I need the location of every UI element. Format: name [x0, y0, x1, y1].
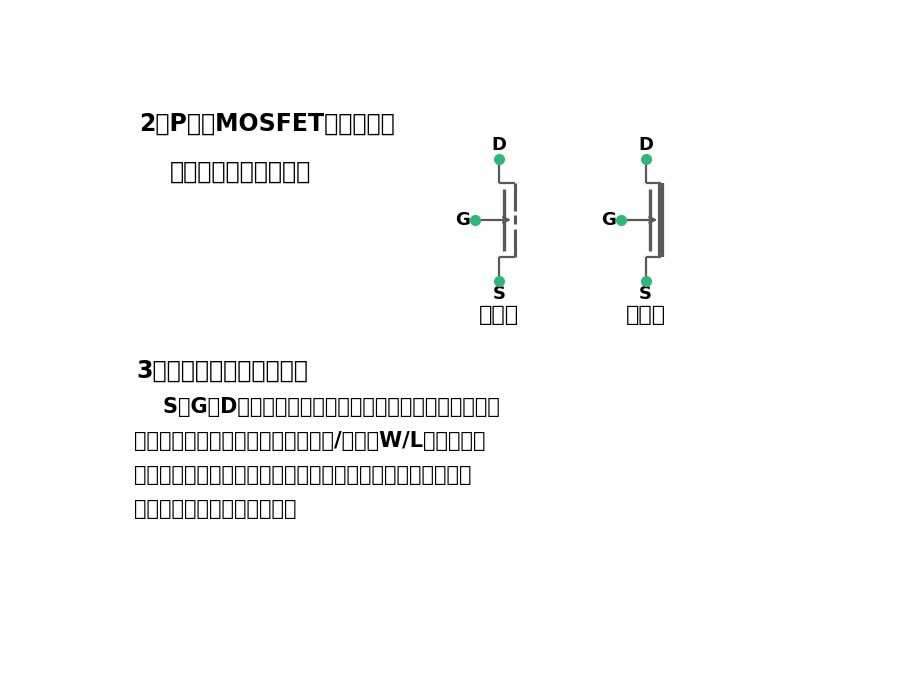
Text: 管子功率小，大功率难实现。: 管子功率小，大功率难实现。 — [134, 499, 297, 519]
Text: 2．P沟道MOSFET：空穴导电: 2．P沟道MOSFET：空穴导电 — [139, 112, 394, 136]
Text: D: D — [638, 137, 652, 155]
Text: S、G、D处于同一平面，电流横向流动，电流容量不可能: S、G、D处于同一平面，电流横向流动，电流容量不可能 — [134, 397, 500, 417]
Text: G: G — [455, 211, 470, 229]
Text: 太大；要获得大功率，可增大沟道宽/长比（W/L），但沟道: 太大；要获得大功率，可增大沟道宽/长比（W/L），但沟道 — [134, 431, 485, 451]
Text: S: S — [493, 285, 505, 304]
Text: 3．存在问题：平面型结构: 3．存在问题：平面型结构 — [136, 359, 308, 382]
Text: 长度受工艺限制，不能很小；增大管芯面积，但不经济，因此: 长度受工艺限制，不能很小；增大管芯面积，但不经济，因此 — [134, 465, 471, 484]
Text: G: G — [601, 211, 616, 229]
Text: 增强型: 增强型 — [479, 304, 518, 324]
Text: 耗尽型: 耗尽型 — [625, 304, 664, 324]
Text: S: S — [639, 285, 652, 304]
Text: D: D — [491, 137, 506, 155]
Text: 分类：增强型，耗尽型: 分类：增强型，耗尽型 — [169, 160, 311, 184]
